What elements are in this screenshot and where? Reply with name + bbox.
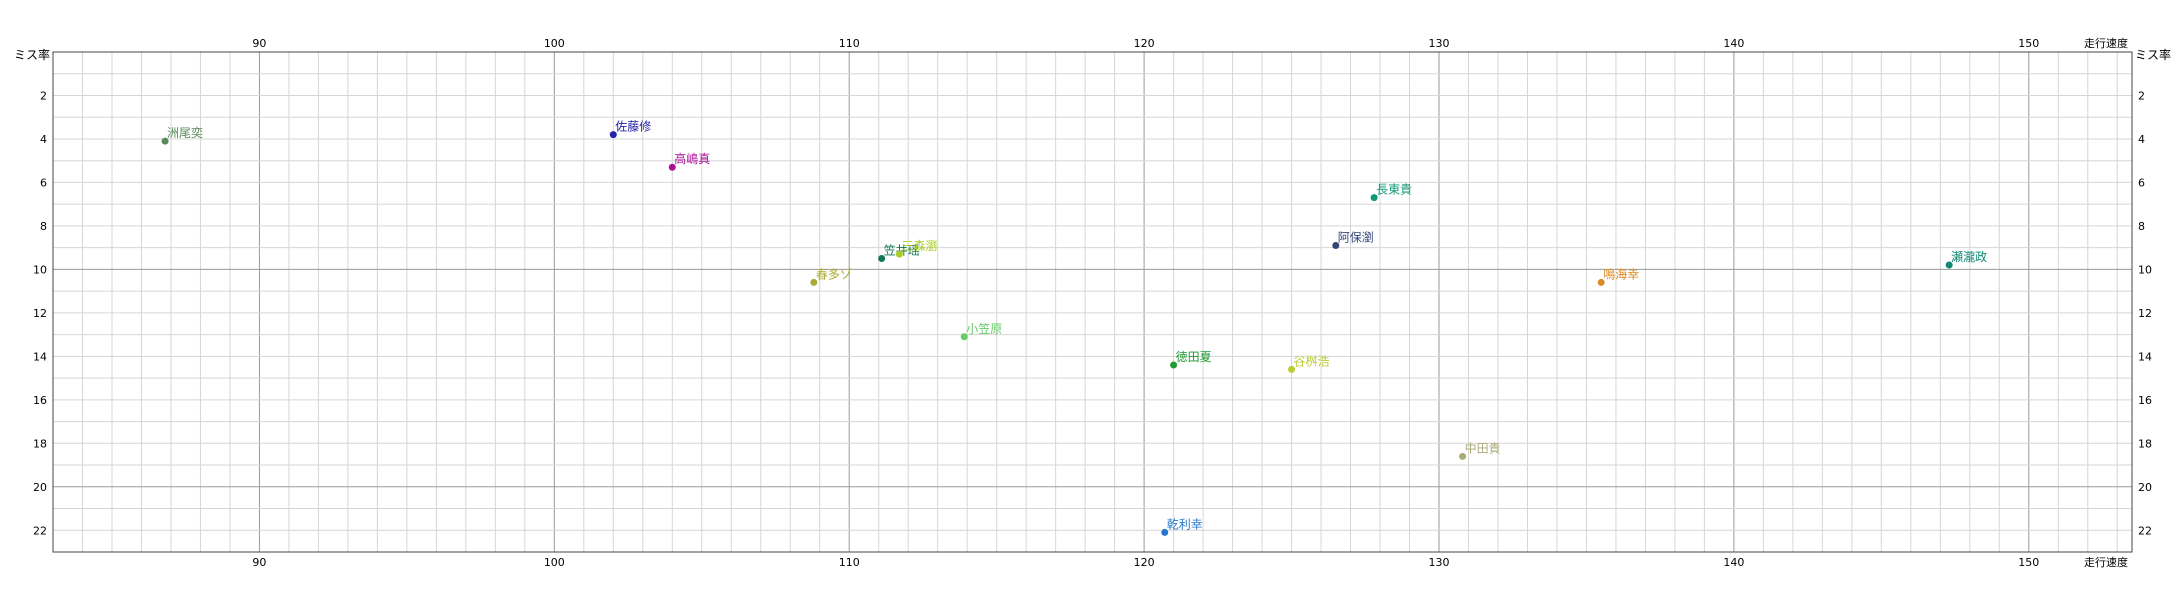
y-tick-label-right: 8 bbox=[2138, 220, 2145, 233]
y-tick-label-left: 4 bbox=[40, 133, 47, 146]
data-point-marker bbox=[810, 278, 818, 286]
data-point-marker bbox=[878, 255, 886, 263]
y-tick-label-right: 16 bbox=[2138, 394, 2152, 407]
x-tick-label-top: 110 bbox=[839, 37, 860, 50]
y-tick-label-left: 6 bbox=[40, 176, 47, 189]
y-axis-label-left: ミス率 bbox=[14, 47, 50, 62]
data-point-marker bbox=[1945, 261, 1953, 269]
data-point: 長東貴 bbox=[1370, 183, 1412, 202]
y-tick-label-left: 2 bbox=[40, 89, 47, 102]
data-point-marker bbox=[1370, 194, 1378, 202]
data-point-label: 阿保瀏 bbox=[1338, 229, 1374, 244]
data-point: 三森瀏 bbox=[895, 238, 937, 258]
data-point-marker bbox=[1459, 452, 1467, 460]
data-point: 中田貴 bbox=[1459, 440, 1501, 460]
x-tick-label-top: 150 bbox=[2018, 37, 2039, 50]
data-point-marker bbox=[960, 333, 968, 341]
grid-layer bbox=[52, 51, 2132, 553]
tick-layer: 90 90 100 100 110 110 120 120 130 130 140 140 150 150… bbox=[33, 37, 2152, 569]
data-point: 笠井瑶 bbox=[878, 243, 920, 263]
data-point-marker bbox=[161, 137, 169, 145]
x-tick-label-top: 90 bbox=[252, 37, 266, 50]
y-tick-label-right: 20 bbox=[2138, 481, 2152, 494]
data-point: 鳴海幸 bbox=[1597, 266, 1639, 286]
data-point: 小笠原 bbox=[960, 321, 1002, 341]
x-axis-label-bottom: 走行速度 bbox=[2084, 555, 2128, 569]
x-tick-label-top: 140 bbox=[1723, 37, 1744, 50]
y-tick-label-right: 2 bbox=[2138, 89, 2145, 102]
x-tick-label-top: 130 bbox=[1429, 37, 1450, 50]
data-point: 徳田夏 bbox=[1170, 349, 1212, 369]
y-tick-label-left: 14 bbox=[33, 350, 47, 363]
data-point-label: 長東貴 bbox=[1376, 183, 1412, 197]
y-axis-label-right: ミス率 bbox=[2135, 47, 2171, 62]
y-tick-label-right: 14 bbox=[2138, 350, 2152, 363]
data-point: 谷桝浩 bbox=[1288, 353, 1330, 373]
y-tick-label-right: 22 bbox=[2138, 524, 2152, 537]
x-tick-label-top: 120 bbox=[1134, 37, 1155, 50]
y-tick-label-left: 12 bbox=[33, 307, 47, 320]
y-tick-label-left: 16 bbox=[33, 394, 47, 407]
x-tick-label-bottom: 120 bbox=[1134, 556, 1155, 569]
x-tick-label-bottom: 150 bbox=[2018, 556, 2039, 569]
data-point-label: 洲尾奕 bbox=[167, 125, 203, 140]
data-point-label: 瀬瀧政 bbox=[1951, 250, 1987, 264]
data-point-label: 中田貴 bbox=[1465, 440, 1501, 455]
data-point: 高嶋真 bbox=[668, 151, 710, 171]
y-tick-label-right: 12 bbox=[2138, 307, 2152, 320]
data-point-label: 春多ゾ bbox=[816, 267, 852, 281]
data-point: 春多ゾ bbox=[810, 267, 852, 286]
data-point-label: 谷桝浩 bbox=[1294, 353, 1330, 368]
data-point: 乾利幸 bbox=[1161, 517, 1203, 536]
data-point-marker bbox=[1332, 241, 1340, 249]
x-tick-label-bottom: 110 bbox=[839, 556, 860, 569]
x-tick-label-bottom: 130 bbox=[1429, 556, 1450, 569]
y-tick-label-right: 10 bbox=[2138, 263, 2152, 276]
y-tick-label-right: 4 bbox=[2138, 133, 2145, 146]
data-point-label: 徳田夏 bbox=[1176, 349, 1212, 364]
data-point-label: 笠井瑶 bbox=[884, 243, 920, 258]
y-tick-label-left: 8 bbox=[40, 220, 47, 233]
data-point-marker bbox=[1170, 361, 1178, 369]
data-point-label: 佐藤修 bbox=[615, 119, 651, 134]
data-point: 瀬瀧政 bbox=[1945, 250, 1987, 269]
data-point: 阿保瀏 bbox=[1332, 229, 1374, 249]
data-point: 佐藤修 bbox=[609, 119, 651, 139]
data-point: 洲尾奕 bbox=[161, 125, 203, 145]
data-point-marker bbox=[1597, 278, 1605, 286]
data-point-marker bbox=[609, 131, 617, 139]
x-tick-label-top: 100 bbox=[544, 37, 565, 50]
y-tick-label-left: 22 bbox=[33, 524, 47, 537]
x-tick-label-bottom: 100 bbox=[544, 556, 565, 569]
data-point-label: 三森瀏 bbox=[901, 238, 937, 253]
y-tick-label-right: 6 bbox=[2138, 176, 2145, 189]
x-tick-label-bottom: 90 bbox=[252, 556, 266, 569]
x-axis-label-top: 走行速度 bbox=[2084, 36, 2128, 50]
data-point-marker bbox=[668, 163, 676, 171]
y-tick-label-right: 18 bbox=[2138, 437, 2152, 450]
y-tick-label-left: 20 bbox=[33, 481, 47, 494]
data-point-label: 小笠原 bbox=[966, 321, 1002, 336]
data-point-marker bbox=[1161, 528, 1169, 536]
x-tick-label-bottom: 140 bbox=[1723, 556, 1744, 569]
data-point-label: 高嶋真 bbox=[674, 151, 710, 166]
data-point-label: 乾利幸 bbox=[1167, 517, 1203, 531]
data-point-marker bbox=[1288, 365, 1296, 373]
plot-frame bbox=[52, 51, 2133, 553]
y-tick-label-left: 10 bbox=[33, 263, 47, 276]
data-point-label: 鳴海幸 bbox=[1603, 266, 1639, 281]
data-point-marker bbox=[895, 250, 903, 258]
y-tick-label-left: 18 bbox=[33, 437, 47, 450]
